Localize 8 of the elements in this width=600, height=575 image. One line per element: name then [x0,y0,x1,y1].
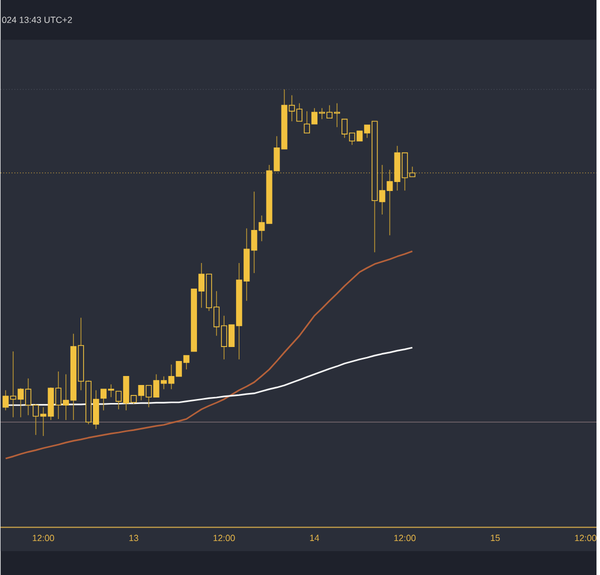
x-tick-label: 12:00 [394,534,416,542]
x-tick-label: 14 [310,534,320,541]
x-tick-label: 12:00 [32,534,54,542]
x-tick-label: 15 [490,534,500,542]
x-tick-label: 13 [129,534,138,542]
text: 024 13:43 UTC+2 [2,16,72,24]
x-tick-label: 12:00 [214,534,235,542]
x-tick-label: 12:00 [575,534,596,542]
